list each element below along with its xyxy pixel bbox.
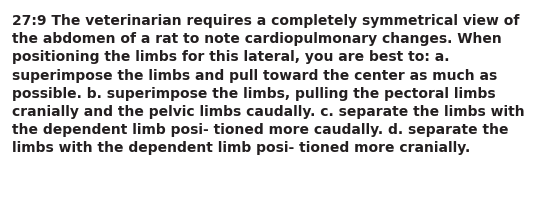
Text: 27:9 The veterinarian requires a completely symmetrical view of
the abdomen of a: 27:9 The veterinarian requires a complet… xyxy=(12,14,525,155)
